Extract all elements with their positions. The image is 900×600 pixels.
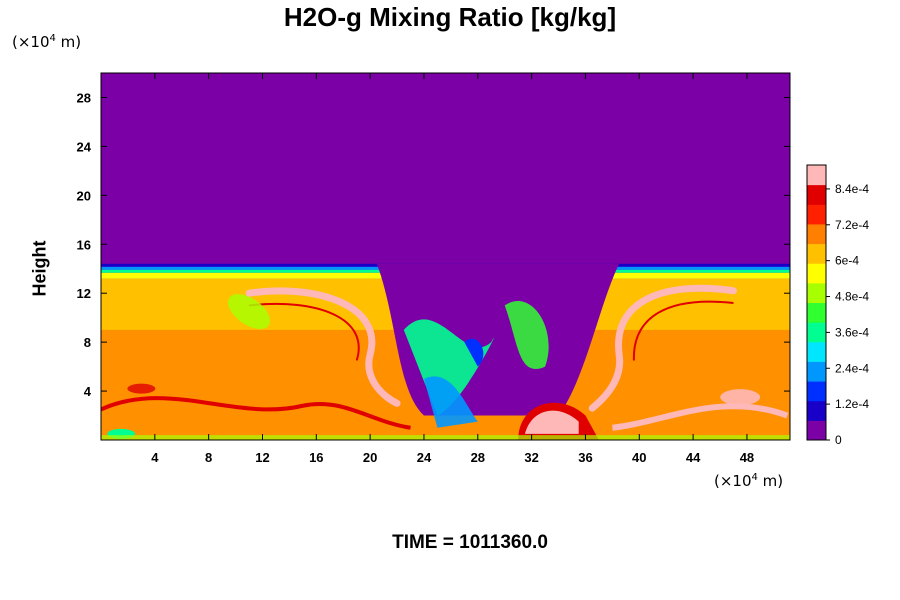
chart-title: H2O-g Mixing Ratio [kg/kg] bbox=[283, 2, 617, 32]
y-tick-label: 24 bbox=[77, 139, 92, 154]
colorbar-swatch bbox=[807, 184, 826, 205]
x-tick-label: 44 bbox=[686, 450, 701, 465]
y-tick-label: 16 bbox=[77, 237, 91, 252]
colorbar-swatch bbox=[807, 263, 826, 284]
x-tick-label: 28 bbox=[471, 450, 485, 465]
colorbar-swatch bbox=[807, 243, 826, 264]
x-tick-label: 20 bbox=[363, 450, 377, 465]
x-axis: 4 8 12 16 20 24 28 32 36 40 44 48 bbox=[151, 73, 754, 465]
y-tick-label: 28 bbox=[77, 90, 91, 105]
colorbar-label: 8.4e-4 bbox=[835, 182, 869, 196]
colorbar-swatch bbox=[807, 341, 826, 362]
x-unit-prefix: (×10 bbox=[714, 472, 752, 490]
x-tick-label: 40 bbox=[632, 450, 646, 465]
x-tick-label: 8 bbox=[205, 450, 212, 465]
colorbar-swatch bbox=[807, 282, 826, 303]
x-tick-label: 4 bbox=[151, 450, 159, 465]
colorbar-swatch bbox=[807, 420, 826, 441]
time-footer: TIME = 1011360.0 bbox=[392, 532, 548, 553]
colorbar-swatch bbox=[807, 400, 826, 421]
x-tick-label: 48 bbox=[740, 450, 754, 465]
x-tick-label: 32 bbox=[524, 450, 538, 465]
colorbar-frame bbox=[806, 164, 827, 441]
colorbar-swatch bbox=[807, 302, 826, 323]
colorbar-label: 7.2e-4 bbox=[835, 218, 869, 232]
y-tick-label: 12 bbox=[77, 286, 91, 301]
colorbar-swatch bbox=[807, 165, 826, 186]
colorbar-swatch bbox=[807, 322, 826, 343]
y-tick-label: 4 bbox=[84, 384, 92, 399]
colorbar-swatch bbox=[807, 204, 826, 225]
plot-frame bbox=[100, 72, 791, 441]
colorbar-swatch bbox=[807, 223, 826, 245]
x-tick-label: 36 bbox=[578, 450, 592, 465]
colorbar-label: 3.6e-4 bbox=[835, 325, 869, 339]
x-axis-unit: (×104 m) bbox=[714, 472, 783, 490]
colorbar: 0 1.2e-4 2.4e-4 3.6e-4 4.8e-4 6e-4 7.2e-4 8.4e-… bbox=[806, 164, 869, 447]
field-shapes bbox=[101, 73, 790, 440]
y-unit-prefix: (×10 bbox=[12, 33, 50, 51]
colorbar-swatch bbox=[807, 361, 826, 382]
x-unit-exponent: 4 bbox=[751, 472, 758, 483]
colorbar-label: 2.4e-4 bbox=[835, 361, 869, 375]
colorbar-label: 6e-4 bbox=[835, 254, 859, 268]
colorbar-swatch bbox=[807, 381, 826, 402]
y-tick-label: 20 bbox=[77, 188, 91, 203]
x-unit-suffix: m) bbox=[757, 472, 784, 490]
colorbar-label: 4.8e-4 bbox=[835, 290, 869, 304]
y-unit-exponent: 4 bbox=[49, 33, 56, 44]
colorbar-label: 0 bbox=[835, 433, 842, 447]
colorbar-label: 1.2e-4 bbox=[835, 397, 869, 411]
x-tick-label: 12 bbox=[255, 450, 269, 465]
y-unit-suffix: m) bbox=[55, 33, 82, 51]
x-tick-label: 24 bbox=[417, 450, 432, 465]
x-tick-label: 16 bbox=[309, 450, 323, 465]
heatmap-field bbox=[101, 73, 790, 440]
y-axis: 4 8 12 16 20 24 28 bbox=[77, 90, 790, 399]
y-tick-label: 8 bbox=[84, 335, 91, 350]
y-axis-unit: (×104 m) bbox=[12, 33, 81, 51]
